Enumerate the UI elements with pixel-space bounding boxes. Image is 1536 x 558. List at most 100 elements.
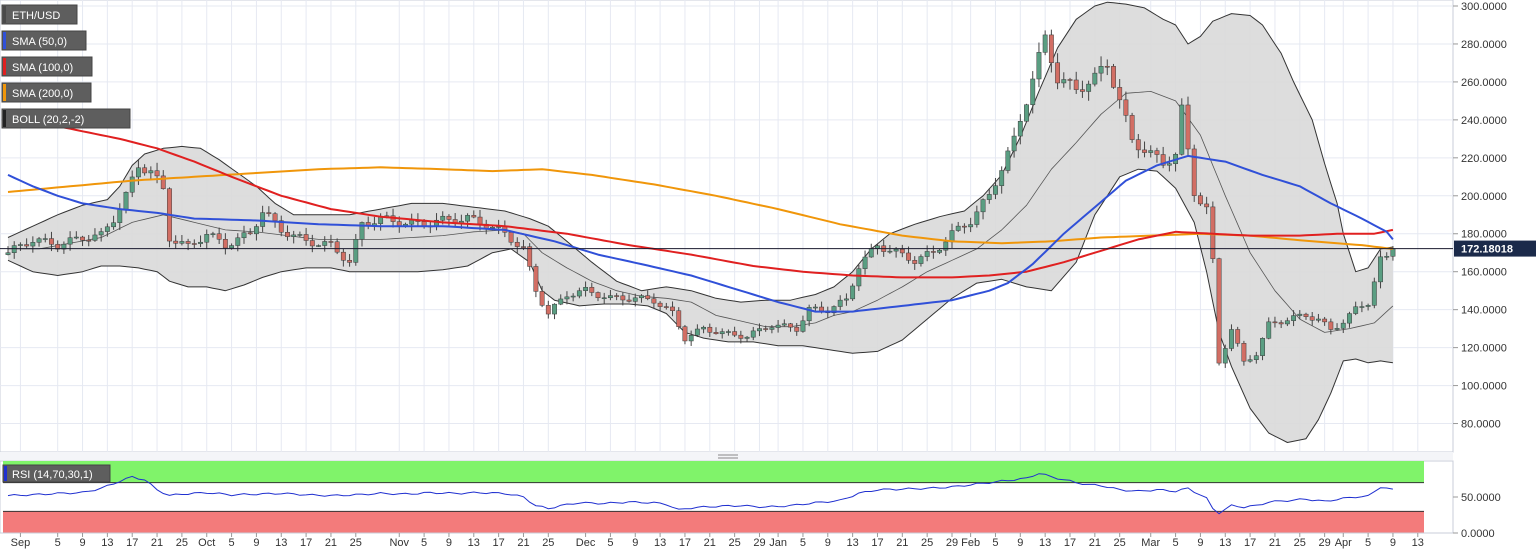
candle-body <box>1222 348 1228 364</box>
candle-body <box>651 298 657 304</box>
candle-body <box>1148 150 1154 153</box>
legend-item[interactable] <box>1 56 93 77</box>
candle-body <box>297 234 303 236</box>
candle-body <box>694 328 700 336</box>
candle-body <box>701 326 707 330</box>
candle-body <box>1017 121 1023 137</box>
candle-body <box>142 167 148 174</box>
candle-body <box>49 238 54 245</box>
time-axis-label: 13 <box>275 537 287 549</box>
candle-body <box>1104 66 1110 68</box>
candle-body <box>1042 34 1048 53</box>
candle-body <box>80 236 85 241</box>
candle-body <box>253 226 259 235</box>
candle-body <box>148 170 154 174</box>
legend-swatch <box>3 110 6 127</box>
candle-body <box>111 222 117 228</box>
candle-body <box>1315 318 1321 321</box>
candle-body <box>477 216 483 225</box>
candle-body <box>465 215 471 222</box>
time-axis-label: 17 <box>1064 537 1076 549</box>
candle-body <box>819 306 825 312</box>
candle-body <box>769 327 775 330</box>
candle-body <box>508 232 514 243</box>
legend-item[interactable] <box>1 4 78 25</box>
candle-body <box>868 248 874 258</box>
time-axis-label: 13 <box>468 537 480 549</box>
price-grid <box>0 0 1453 452</box>
candle-body <box>11 245 17 253</box>
price-axis-label: 220.0000 <box>1461 153 1507 165</box>
time-axis-label: 5 <box>55 537 61 549</box>
candle-body <box>607 295 613 299</box>
candle-body <box>558 298 564 305</box>
time-axis-label: 5 <box>992 537 998 549</box>
candle-body <box>1073 79 1079 90</box>
legend-item[interactable] <box>1 108 131 129</box>
bollinger-lower-line <box>7 168 1393 443</box>
candle-body <box>55 244 61 250</box>
time-axis-label: 9 <box>1390 537 1396 549</box>
candle-body <box>1291 315 1297 321</box>
candle-body <box>943 241 949 251</box>
candle-body <box>837 299 843 307</box>
legend-item[interactable] <box>1 30 87 51</box>
rsi-axis-label: 0.0000 <box>1461 528 1495 540</box>
time-axis-label: 17 <box>871 537 883 549</box>
candle-body <box>533 266 539 292</box>
pane-divider[interactable] <box>0 452 1453 460</box>
time-axis-label: 25 <box>542 537 554 549</box>
price-axis-label: 260.0000 <box>1461 77 1507 89</box>
candle-body <box>521 246 526 248</box>
rsi-oversold-zone <box>3 511 1424 533</box>
candle-body <box>1284 320 1290 325</box>
sma-50-line <box>7 154 1394 313</box>
time-axis-label: 17 <box>300 537 312 549</box>
legend-item[interactable] <box>1 82 92 103</box>
time-axis-label: 25 <box>1114 537 1126 549</box>
candle-body <box>285 232 290 237</box>
candle-body <box>1353 306 1359 314</box>
candle-body <box>303 234 309 241</box>
time-axis-label: 29 <box>753 537 765 549</box>
rsi-legend-label: RSI (14,70,30,1) <box>12 469 93 481</box>
candle-body <box>576 290 582 297</box>
candle-body <box>359 222 365 240</box>
rsi-line <box>7 473 1393 515</box>
price-axis-label: 160.0000 <box>1461 267 1507 279</box>
candle-body <box>1328 321 1334 330</box>
candle-body <box>1278 322 1284 325</box>
candle-body <box>1024 104 1029 122</box>
candle-body <box>229 245 235 249</box>
candle-body <box>763 328 769 330</box>
candle-body <box>1123 99 1129 116</box>
candle-body <box>1216 258 1222 364</box>
candle-body <box>725 331 731 333</box>
candle-body <box>1055 62 1061 84</box>
candle-body <box>30 242 36 247</box>
time-axis-label: 9 <box>632 537 638 549</box>
candle-body <box>86 239 92 242</box>
candle-body <box>1322 318 1328 323</box>
price-axis-label: 240.0000 <box>1461 115 1507 127</box>
time-axis-label: 5 <box>800 537 806 549</box>
candle-body <box>92 234 98 241</box>
time-axis-label: 25 <box>921 537 933 549</box>
candle-body <box>42 238 48 240</box>
time-axis-label: 21 <box>151 537 163 549</box>
candle-body <box>1272 321 1278 324</box>
candle-body <box>1129 115 1135 140</box>
candle-body <box>707 326 713 333</box>
candle-body <box>191 243 197 245</box>
candle-body <box>1092 72 1098 85</box>
price-axis-label: 100.0000 <box>1461 381 1507 393</box>
candle-body <box>806 307 812 322</box>
candle-body <box>856 268 862 287</box>
candle-body <box>1347 313 1352 324</box>
candle-body <box>1390 248 1396 257</box>
candle-body <box>993 185 998 195</box>
rsi-legend[interactable] <box>2 464 111 483</box>
candle-body <box>160 175 166 189</box>
bollinger-band-fill <box>8 2 1393 443</box>
candle-body <box>862 256 868 269</box>
